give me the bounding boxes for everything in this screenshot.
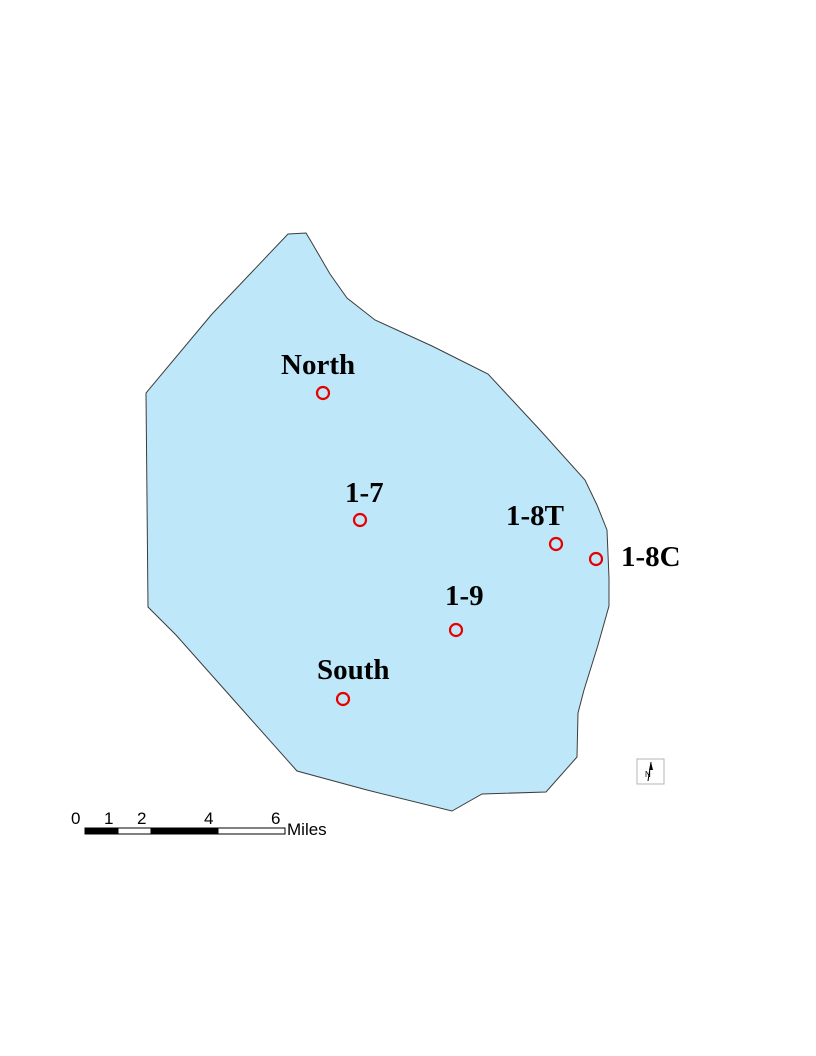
scale-tick-1: 1 <box>104 809 113 828</box>
scale-segment-0-1 <box>85 828 118 834</box>
scale-tick-4: 4 <box>204 809 213 828</box>
station-marker-north <box>315 385 331 401</box>
scale-tick-2: 2 <box>137 809 146 828</box>
station-marker-1-8t <box>548 536 564 552</box>
station-label-south: South <box>317 654 390 686</box>
station-label-1-7: 1-7 <box>345 477 384 509</box>
north-arrow-letter: N <box>645 770 651 779</box>
station-marker-1-8c <box>588 551 604 567</box>
station-label-1-9: 1-9 <box>445 580 484 612</box>
scale-segment-2-4 <box>151 828 218 834</box>
scale-unit: Miles <box>287 820 327 839</box>
lake-polygon <box>145 232 610 812</box>
station-label-1-8t: 1-8T <box>506 500 564 532</box>
north-arrow-icon: N <box>636 758 665 785</box>
scale-segment-1-2 <box>117 827 152 835</box>
station-marker-1-9 <box>448 622 464 638</box>
station-marker-1-7 <box>352 512 368 528</box>
scale-tick-0: 0 <box>71 809 80 828</box>
scale-segment-4-6 <box>217 827 286 835</box>
station-label-north: North <box>281 349 355 381</box>
station-label-1-8c: 1-8C <box>621 541 681 573</box>
scale-bar: 0 1 2 4 6 Miles <box>71 809 327 839</box>
scale-tick-6: 6 <box>271 809 280 828</box>
station-marker-south <box>335 691 351 707</box>
